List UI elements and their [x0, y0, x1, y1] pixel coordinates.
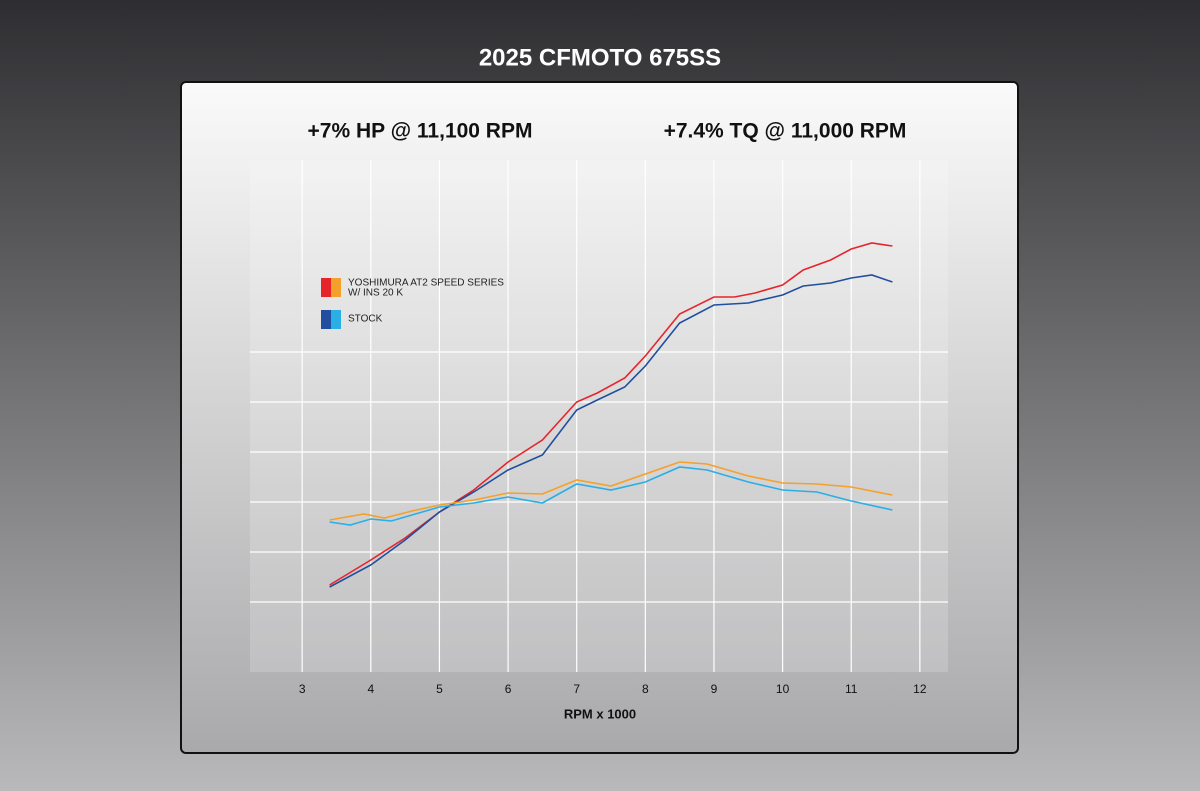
x-tick-label: 8 [642, 682, 649, 696]
x-tick-label: 5 [436, 682, 443, 696]
legend-swatch [331, 278, 341, 297]
x-tick-label: 6 [505, 682, 512, 696]
legend-label: W/ INS 20 K [348, 288, 403, 299]
legend-swatch [331, 310, 341, 329]
x-tick-label: 4 [367, 682, 374, 696]
x-tick-label: 3 [299, 682, 306, 696]
x-tick-label: 10 [776, 682, 790, 696]
series-line [329, 461, 893, 521]
plot-area [250, 160, 948, 672]
legend-swatch [321, 278, 331, 297]
panel [180, 81, 1019, 754]
x-tick-label: 11 [845, 682, 858, 696]
x-tick-label: 7 [573, 682, 580, 696]
annotation: +7% HP @ 11,100 RPM [308, 120, 533, 143]
x-tick-label: 9 [711, 682, 718, 696]
series-line [329, 274, 893, 588]
legend-label: YOSHIMURA AT2 SPEED SERIES [348, 278, 504, 289]
x-tick-label: 12 [913, 682, 927, 696]
legend-swatch [321, 310, 331, 329]
legend-label: STOCK [348, 314, 383, 325]
chart-title: 2025 CFMOTO 675SS [479, 44, 721, 71]
series-line [329, 466, 893, 526]
x-axis-label: RPM x 1000 [564, 706, 636, 721]
annotation: +7.4% TQ @ 11,000 RPM [664, 120, 907, 143]
